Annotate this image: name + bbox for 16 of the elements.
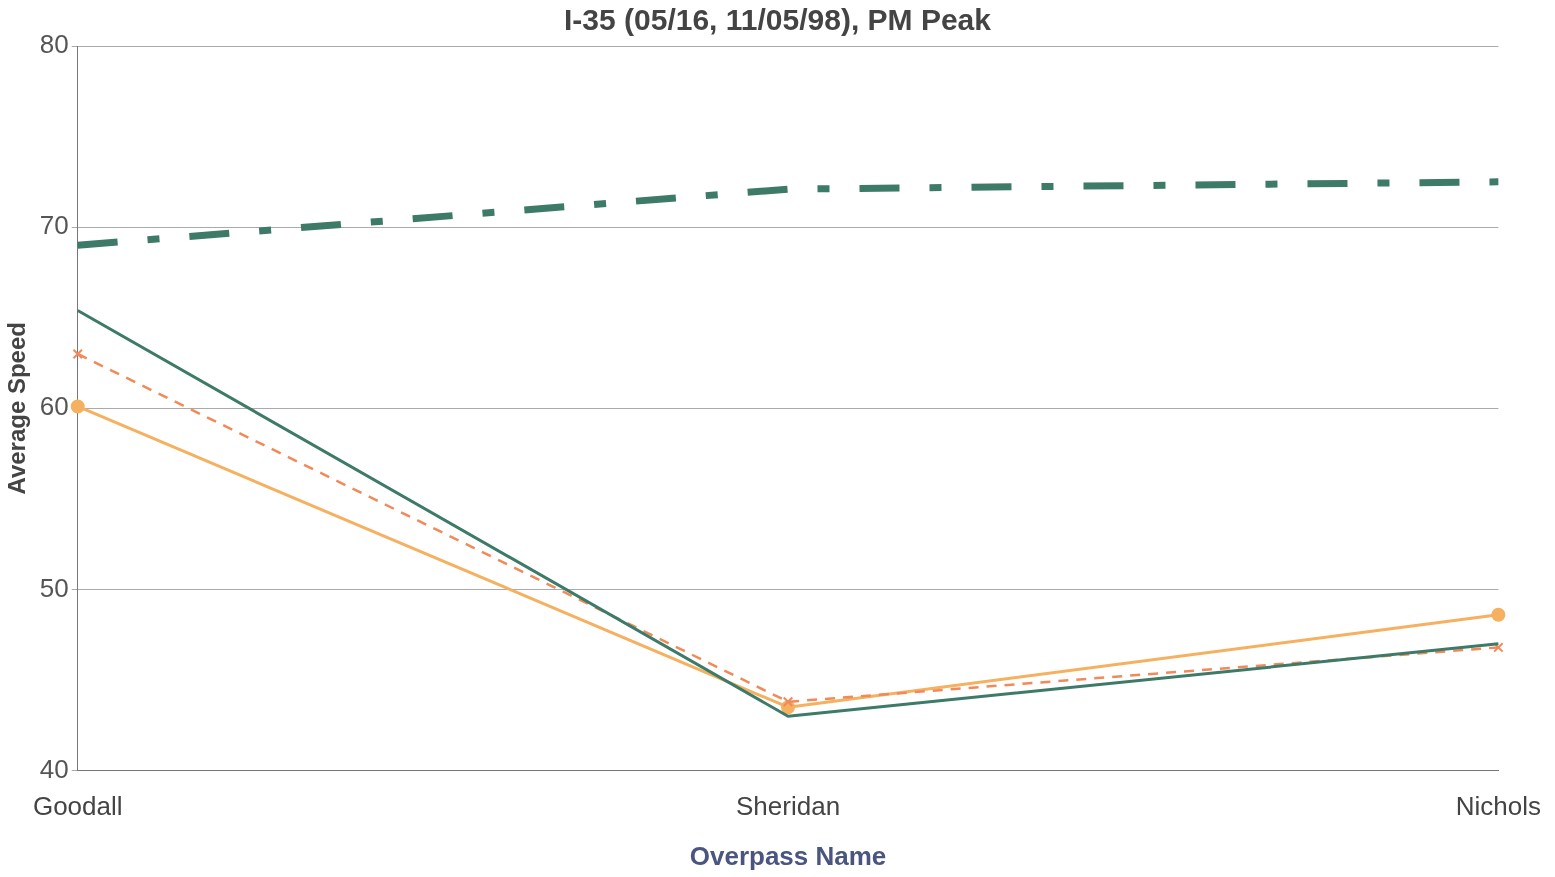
x-axis-title: Overpass Name bbox=[689, 840, 887, 871]
point bbox=[72, 348, 83, 360]
x-tick-label: Sheridan bbox=[736, 791, 841, 822]
chart-title: I-35 (05/16, 11/05/98), PM Peak bbox=[564, 3, 992, 37]
point bbox=[70, 399, 85, 414]
point bbox=[1491, 607, 1506, 622]
y-tick-label: 50 bbox=[39, 572, 69, 603]
x-tick-label: Goodall bbox=[32, 791, 123, 822]
y-tick-label: 70 bbox=[39, 210, 69, 241]
x-tick-label: Nichols bbox=[1455, 791, 1541, 822]
y-axis-title: Average Speed bbox=[3, 322, 31, 495]
y-tick-label: 60 bbox=[39, 391, 69, 422]
y-tick-label: 80 bbox=[39, 29, 69, 60]
point bbox=[1493, 642, 1504, 653]
point bbox=[782, 696, 794, 708]
y-tick-label: 40 bbox=[39, 753, 69, 784]
